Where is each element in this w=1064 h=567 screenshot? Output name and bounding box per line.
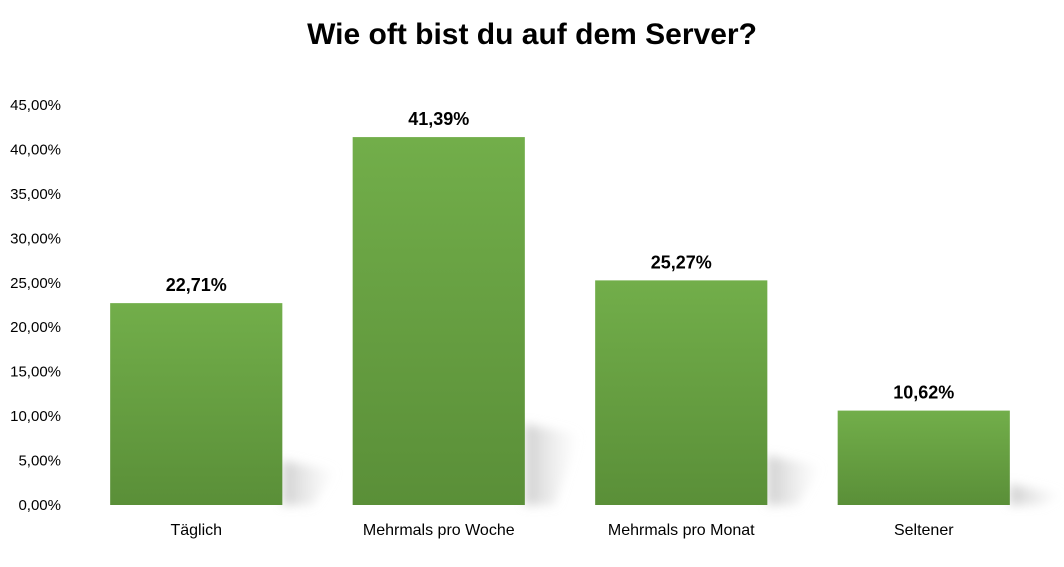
bar-value-label: 41,39% — [408, 109, 469, 129]
y-tick-label: 25,00% — [10, 275, 61, 292]
x-category-label: Seltener — [894, 522, 954, 539]
y-tick-label: 5,00% — [18, 453, 61, 470]
y-tick-label: 30,00% — [10, 230, 61, 247]
x-axis: Täglich Mehrmals pro Woche Mehrmals pro Mo… — [170, 522, 954, 539]
y-tick-label: 10,00% — [10, 408, 61, 425]
bar — [352, 137, 525, 506]
y-tick-label: 20,00% — [10, 319, 61, 336]
bar-shadows — [282, 424, 1064, 505]
y-axis: 0,00% 5,00% 10,00% 15,00% 20,00% 25,00% 30,00%… — [10, 97, 61, 514]
bar-shadow — [282, 460, 338, 505]
bar — [595, 280, 768, 505]
y-tick-label: 0,00% — [18, 497, 61, 514]
bar — [110, 303, 283, 505]
bar-value-label: 22,71% — [166, 275, 227, 295]
y-tick-label: 40,00% — [10, 141, 61, 158]
chart-title: Wie oft bist du auf dem Server? — [307, 18, 757, 51]
y-tick-label: 35,00% — [10, 186, 61, 203]
bar-shadow — [524, 424, 580, 505]
bar-shadow — [1009, 484, 1064, 505]
y-tick-label: 15,00% — [10, 364, 61, 381]
bar-value-label: 10,62% — [893, 383, 954, 403]
x-category-label: Mehrmals pro Monat — [608, 522, 755, 539]
bar-shadow — [767, 455, 823, 505]
x-category-label: Täglich — [170, 522, 222, 539]
bar-value-label: 25,27% — [651, 252, 712, 272]
x-category-label: Mehrmals pro Woche — [363, 522, 515, 539]
bars: 22,71% 41,39% 25,27% 10,62% — [110, 109, 1010, 506]
bar — [837, 410, 1010, 505]
y-tick-label: 45,00% — [10, 97, 61, 114]
